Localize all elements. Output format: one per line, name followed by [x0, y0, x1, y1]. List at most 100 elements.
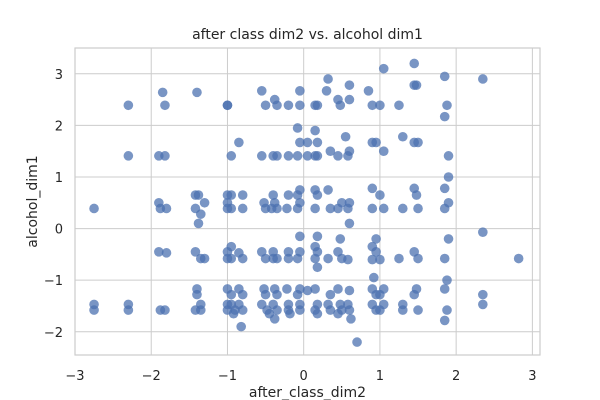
chart-title: after class dim2 vs. alcohol dim1 — [192, 27, 423, 43]
scatter-point — [283, 247, 294, 257]
scatter-point — [409, 58, 420, 69]
scatter-point — [199, 253, 210, 264]
scatter-point — [321, 86, 332, 96]
scatter-point — [195, 305, 206, 315]
scatter-point — [295, 231, 305, 242]
scatter-point — [310, 125, 320, 136]
scatter-point — [222, 253, 233, 264]
scatter-point — [302, 285, 313, 296]
scatter-point — [266, 203, 277, 214]
scatter-point — [344, 218, 355, 229]
scatter-point — [192, 87, 202, 98]
scatter-point — [352, 337, 362, 347]
scatter-point — [378, 146, 389, 156]
scatter-point — [256, 86, 267, 96]
scatter-point — [154, 247, 164, 257]
scatter-point — [378, 63, 389, 74]
scatter-point — [237, 305, 248, 315]
scatter-point — [439, 203, 450, 214]
scatter-point — [123, 100, 134, 111]
scatter-point — [442, 305, 452, 315]
scatter-point — [192, 289, 202, 300]
scatter-point — [323, 185, 333, 195]
scatter-point — [478, 74, 488, 84]
scatter-point — [228, 308, 239, 319]
scatter-point — [283, 253, 294, 264]
scatter-point — [260, 289, 271, 300]
scatter-point — [439, 284, 450, 294]
scatter-point — [283, 151, 294, 161]
scatter-point — [226, 289, 237, 300]
scatter-point — [292, 151, 303, 161]
scatter-point — [375, 190, 385, 200]
scatter-point — [443, 151, 454, 161]
scatter-point — [237, 253, 248, 264]
scatter-point — [335, 100, 346, 111]
scatter-point — [443, 172, 454, 182]
x-tick-label: −1 — [218, 369, 237, 384]
x-tick-label: 3 — [528, 369, 536, 384]
scatter-point — [195, 209, 206, 219]
scatter-point — [190, 247, 201, 257]
scatter-point — [302, 137, 313, 148]
scatter-point — [295, 100, 305, 111]
scatter-point — [272, 151, 282, 161]
scatter-point — [312, 151, 323, 161]
scatter-point — [439, 183, 450, 194]
scatter-point — [513, 253, 524, 264]
scatter-point — [268, 190, 278, 200]
scatter-point — [375, 289, 385, 300]
scatter-point — [310, 253, 320, 264]
scatter-point — [344, 305, 355, 315]
scatter-point — [312, 262, 323, 273]
scatter-point — [302, 151, 313, 161]
scatter-point — [199, 197, 210, 208]
scatter-point — [340, 131, 351, 142]
scatter-point — [478, 289, 488, 300]
scatter-point — [411, 80, 422, 90]
scatter-point — [260, 100, 271, 111]
scatter-point — [344, 94, 355, 105]
x-tick-label: −3 — [65, 369, 84, 384]
scatter-point — [439, 253, 450, 264]
scatter-point — [234, 137, 244, 148]
scatter-point — [343, 151, 353, 161]
scatter-point — [295, 305, 305, 315]
y-tick-label: 2 — [55, 119, 63, 134]
scatter-point — [325, 146, 336, 156]
scatter-point — [292, 123, 303, 133]
scatter-point — [282, 284, 292, 294]
scatter-point — [397, 131, 408, 142]
scatter-point — [193, 190, 204, 200]
scatter-point — [292, 253, 303, 264]
scatter-point — [292, 190, 303, 200]
scatter-point — [222, 100, 233, 111]
scatter-point — [323, 74, 333, 84]
scatter-point — [363, 86, 374, 96]
scatter-point — [333, 151, 343, 161]
scatter-point — [411, 190, 422, 200]
data-points — [89, 58, 524, 347]
scatter-point — [325, 289, 336, 300]
scatter-point — [237, 203, 248, 214]
x-tick-labels: −3 −2 −1 0 1 2 3 — [65, 369, 536, 384]
scatter-point — [344, 80, 355, 90]
scatter-point — [394, 100, 404, 111]
scatter-point — [439, 111, 450, 122]
scatter-point — [272, 305, 282, 315]
grid — [74, 48, 540, 355]
scatter-point — [285, 308, 295, 319]
scatter-point — [310, 203, 320, 214]
y-tick-labels: −2 −1 0 1 2 3 — [44, 68, 63, 341]
scatter-point — [442, 275, 452, 285]
scatter-point — [89, 305, 99, 315]
scatter-point — [161, 248, 172, 258]
scatter-point — [333, 203, 343, 214]
scatter-point — [397, 305, 408, 315]
scatter-point — [272, 100, 282, 111]
scatter-point — [310, 284, 320, 294]
scatter-point — [343, 254, 353, 265]
scatter-point — [344, 285, 355, 296]
scatter-point — [439, 315, 450, 326]
scatter-point — [375, 305, 385, 315]
